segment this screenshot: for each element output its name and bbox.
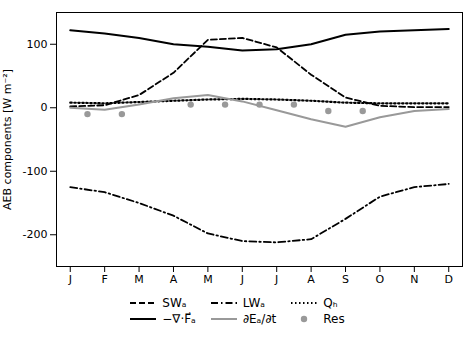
svg-text:F: F (102, 273, 108, 286)
svg-text:-200: -200 (23, 228, 48, 241)
svg-text:0: 0 (41, 101, 48, 114)
svg-text:M: M (134, 273, 144, 286)
svg-text:100: 100 (27, 38, 48, 51)
svg-text:J: J (240, 273, 244, 286)
html-text:Res: Res (323, 312, 345, 326)
svg-text:J: J (274, 273, 278, 286)
svg-text:O: O (376, 273, 385, 286)
svg-text:A: A (307, 273, 315, 286)
svg-text:M: M (203, 273, 213, 286)
svg-text:J: J (68, 273, 72, 286)
html-text:Qₕ: Qₕ (323, 296, 338, 310)
svg-text:N: N (410, 273, 418, 286)
svg-text:-100: -100 (23, 165, 48, 178)
svg-text:AEB components [W m⁻²]: AEB components [W m⁻²] (1, 69, 14, 210)
svg-text:A: A (170, 273, 178, 286)
html-text:−∇·F⃗ₐ: −∇·F⃗ₐ (162, 312, 196, 326)
html-text:LWₐ: LWₐ (242, 296, 265, 310)
svg-text:S: S (342, 273, 349, 286)
svg-text:D: D (444, 273, 452, 286)
html-text:∂Eₐ/∂t: ∂Eₐ/∂t (242, 312, 277, 326)
html-text:SWₐ: SWₐ (162, 296, 187, 310)
